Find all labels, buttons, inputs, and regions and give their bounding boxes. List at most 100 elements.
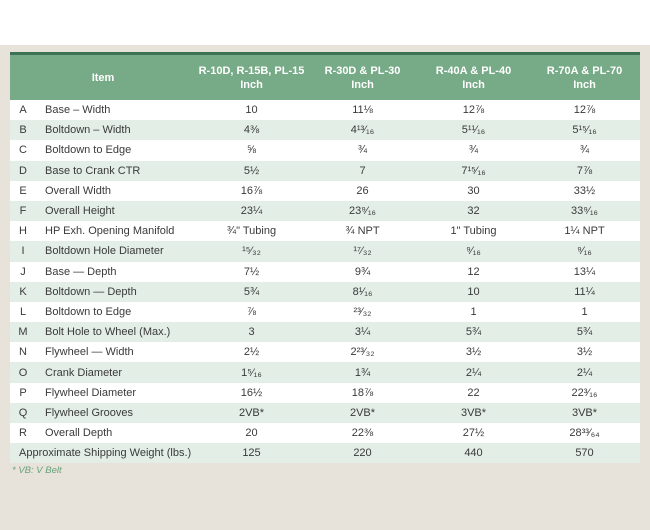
table-row: B Boltdown – Width 4⅜ 4¹³⁄₁₆ 5¹¹⁄₁₆ 5¹⁵⁄₁₆ <box>10 120 640 141</box>
row-letter: K <box>19 285 27 298</box>
row-letter: F <box>19 205 27 218</box>
row-value: 28³³⁄₆₄ <box>569 427 600 440</box>
row-value: 23¼ <box>240 205 263 218</box>
row-letter: Q <box>18 406 28 419</box>
row-item-label: Crank Diameter <box>45 366 123 379</box>
item-column-label: Item <box>91 71 115 84</box>
row-value: 11⅛ <box>352 104 373 117</box>
row-item-label: Flywheel Diameter <box>45 386 137 399</box>
row-value: 4¹³⁄₁₆ <box>350 124 375 137</box>
column-header-model-3: R-40A & PL-40 Inch <box>418 64 529 92</box>
row-value: 26 <box>356 184 369 197</box>
table-row: M Bolt Hole to Wheel (Max.) 3 3¼ 5¾ 5¾ <box>10 322 640 343</box>
row-value: 27½ <box>462 427 485 440</box>
page-background-panel: Item R-10D, R-15B, PL-15 Inch R-30D & PL… <box>0 45 650 530</box>
row-letter: J <box>20 265 26 278</box>
row-value: 2VB* <box>349 406 376 419</box>
table-row: K Boltdown — Depth 5¾ 8¹⁄₁₆ 10 11¼ <box>10 281 640 302</box>
row-letter: L <box>19 305 27 318</box>
row-value: ²³⁄₃₂ <box>353 305 372 318</box>
table-row: J Base — Depth 7½ 9¾ 12 13¼ <box>10 261 640 282</box>
unit-label: Inch <box>462 78 485 91</box>
row-value: ⅞ <box>246 305 257 318</box>
row-value: ¹⁷⁄₃₂ <box>353 245 372 258</box>
table-row: I Boltdown Hole Diameter ¹⁵⁄₃₂ ¹⁷⁄₃₂ ⁹⁄₁₆ ⁹⁄₁… <box>10 241 640 262</box>
row-item-label: Overall Width <box>45 184 112 197</box>
row-letter: O <box>18 366 28 379</box>
row-value: 5½ <box>243 164 260 177</box>
row-value: 1 <box>581 305 588 318</box>
row-value: 11¼ <box>574 285 595 298</box>
row-item-label: Overall Depth <box>45 427 113 440</box>
row-value: 7 <box>359 164 366 177</box>
row-value: 5¹⁵⁄₁₆ <box>572 124 597 137</box>
row-value: ¾" Tubing <box>226 225 277 238</box>
row-letter: P <box>19 386 27 399</box>
row-value: 30 <box>467 184 480 197</box>
table-row: O Crank Diameter 1⁵⁄₁₆ 1¾ 2¼ 2¼ <box>10 362 640 383</box>
row-value: 12⅞ <box>462 104 485 117</box>
table-row: D Base to Crank CTR 5½ 7 7¹⁵⁄₁₆ 7⅞ <box>10 160 640 181</box>
table-row: R Overall Depth 20 22⅜ 27½ 28³³⁄₆₄ <box>10 423 640 444</box>
table-row: Approximate Shipping Weight (lbs.) 125 220… <box>10 443 640 464</box>
row-letter: R <box>19 427 27 440</box>
model-group-label: R-70A & PL-70 <box>546 64 623 77</box>
row-value: ¾ NPT <box>345 225 380 238</box>
column-header-model-4: R-70A & PL-70 Inch <box>529 64 640 92</box>
table-row: H HP Exh. Opening Manifold ¾" Tubing ¾ NPT 1… <box>10 221 640 242</box>
row-value: 16⅞ <box>240 184 263 197</box>
model-group-label: R-40A & PL-40 <box>435 64 512 77</box>
unit-label: Inch <box>573 78 596 91</box>
row-letter: C <box>19 144 27 157</box>
row-value: 22⅜ <box>351 427 374 440</box>
row-value: 1⁵⁄₁₆ <box>241 366 262 379</box>
row-value: 33⁹⁄₁₆ <box>571 205 598 218</box>
row-letter: H <box>19 225 27 238</box>
row-value: ¹⁵⁄₃₂ <box>242 245 261 258</box>
row-value: 5¾ <box>576 326 593 339</box>
row-value: 13¼ <box>573 265 596 278</box>
row-item-label: Bolt Hole to Wheel (Max.) <box>45 326 171 339</box>
row-value: ¾ <box>468 144 479 157</box>
row-value: 32 <box>467 205 480 218</box>
row-letter: E <box>19 184 27 197</box>
row-value: 4⅜ <box>243 124 260 137</box>
row-value: 3VB* <box>460 406 487 419</box>
row-value: 8¹⁄₁₆ <box>352 285 373 298</box>
column-header-model-2: R-30D & PL-30 Inch <box>307 64 418 92</box>
row-value: ⁹⁄₁₆ <box>466 245 481 258</box>
row-value: 3½ <box>465 346 482 359</box>
row-letter: B <box>19 124 27 137</box>
row-value: 12 <box>467 265 480 278</box>
table-row: L Boltdown to Edge ⅞ ²³⁄₃₂ 1 1 <box>10 301 640 323</box>
row-value: 23⁹⁄₁₆ <box>349 205 376 218</box>
table-row: C Boltdown to Edge ⅝ ¾ ¾ ¾ <box>10 140 640 161</box>
row-value: 2²³⁄₃₂ <box>350 346 375 359</box>
row-value: 2VB* <box>238 406 265 419</box>
row-letter: I <box>21 245 25 258</box>
row-item-label: Base — Depth <box>45 265 117 278</box>
row-value: 5¹¹⁄₁₆ <box>461 124 486 137</box>
row-value: ⅝ <box>246 144 257 157</box>
row-value: ⁹⁄₁₆ <box>577 245 592 258</box>
row-value: 3¼ <box>354 326 371 339</box>
table-header-row: Item R-10D, R-15B, PL-15 Inch R-30D & PL… <box>10 55 640 100</box>
unit-label: Inch <box>240 78 263 91</box>
table-row: A Base – Width 10 11⅛ 12⅞ 12⅞ <box>10 100 640 121</box>
column-header-item: Item <box>10 71 196 85</box>
table-row: Q Flywheel Grooves 2VB* 2VB* 3VB* 3VB* <box>10 402 640 423</box>
column-header-model-1: R-10D, R-15B, PL-15 Inch <box>196 64 307 92</box>
row-value: 1 <box>470 305 477 318</box>
row-letter: M <box>18 326 28 339</box>
row-value: 16½ <box>240 386 263 399</box>
row-value: 2¼ <box>465 366 482 379</box>
row-value: 2¼ <box>576 366 593 379</box>
row-value: 33½ <box>573 184 596 197</box>
row-item-label: Boltdown — Depth <box>45 285 137 298</box>
row-value: 3½ <box>576 346 593 359</box>
row-item-label: Boltdown to Edge <box>45 305 132 318</box>
row-value: 125 <box>242 447 261 460</box>
row-item-label: Base – Width <box>45 104 111 117</box>
row-value: 18⅞ <box>351 386 374 399</box>
row-value: 2½ <box>243 346 260 359</box>
